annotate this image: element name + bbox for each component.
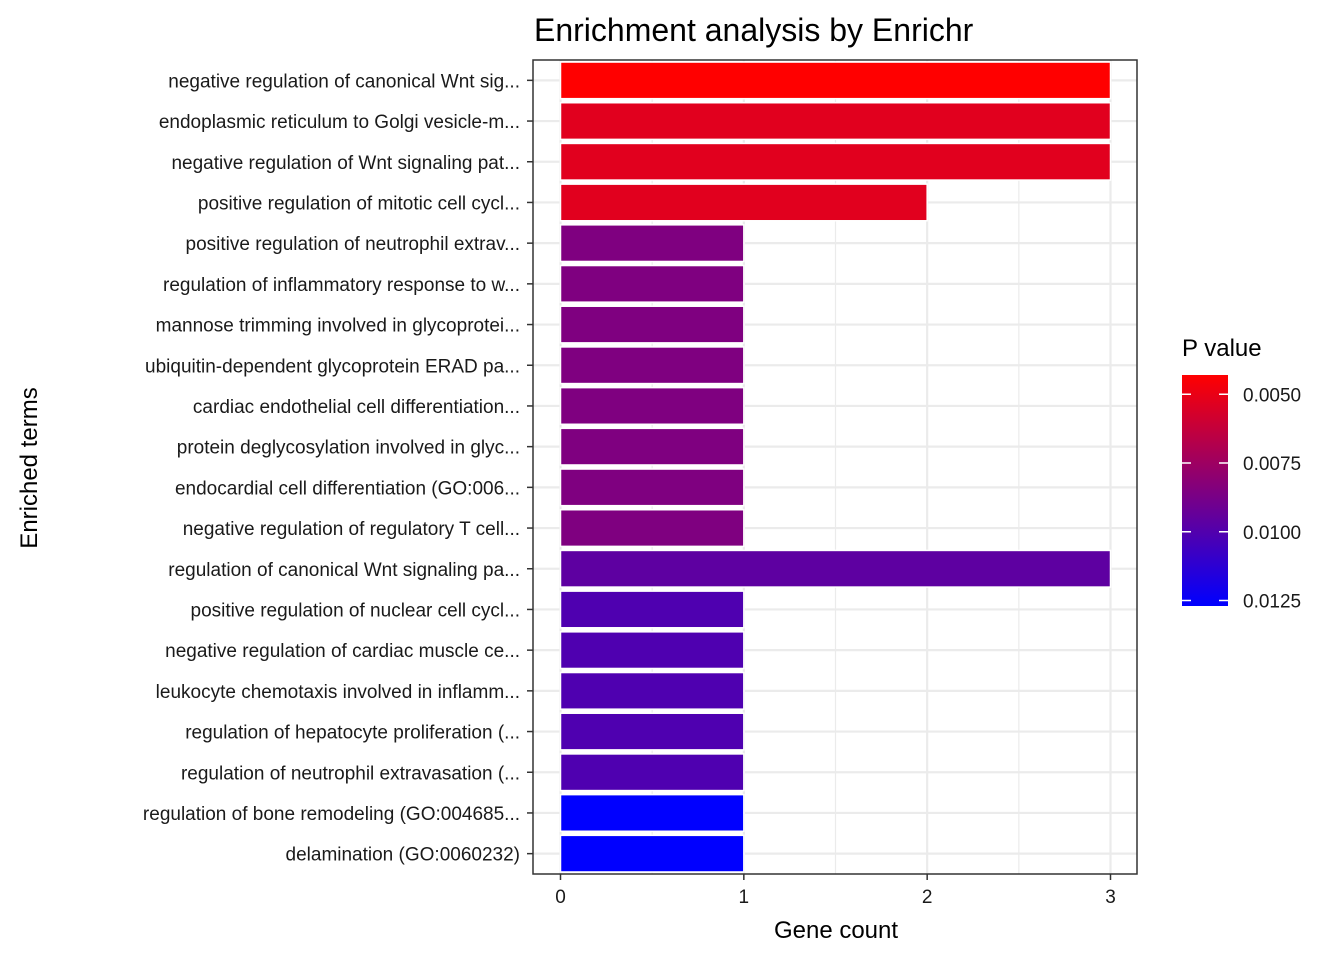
bar-5 [559, 224, 745, 263]
y-tick-label: negative regulation of cardiac muscle ce… [165, 641, 520, 662]
y-tick-label: positive regulation of nuclear cell cycl… [191, 600, 521, 621]
bar-12 [559, 508, 745, 548]
bar-2 [559, 101, 1112, 141]
bar-18 [559, 753, 745, 792]
y-tick-label: regulation of hepatocyte proliferation (… [185, 723, 520, 744]
legend-colorbar [1182, 375, 1228, 606]
y-tick-label: ubiquitin-dependent glycoprotein ERAD pa… [145, 356, 520, 377]
bar-4 [559, 183, 928, 222]
bar-3 [559, 142, 1112, 181]
bar-6 [559, 264, 745, 303]
bar-1 [559, 61, 1112, 100]
x-tick-label: 1 [739, 887, 750, 908]
bar-8 [559, 346, 745, 385]
bar-15 [559, 631, 745, 670]
bar-10 [559, 427, 745, 466]
y-tick-label: regulation of neutrophil extravasation (… [181, 763, 520, 784]
y-tick-label: negative regulation of canonical Wnt sig… [168, 71, 520, 92]
legend-tick-label: 0.0125 [1243, 592, 1301, 613]
plot-panel: negative regulation of canonical Wnt sig… [143, 59, 1138, 908]
y-tick-label: positive regulation of mitotic cell cycl… [198, 193, 520, 214]
y-tick-label: mannose trimming involved in glycoprotei… [156, 316, 520, 337]
y-tick-label: positive regulation of neutrophil extrav… [186, 234, 520, 255]
legend-title: P value [1182, 335, 1262, 362]
bar-13 [559, 549, 1112, 588]
x-tick-label: 0 [555, 887, 566, 908]
pvalue-legend: P value 0.0050 0.0075 0.0100 0.0125 [1182, 335, 1301, 613]
y-tick-label: endocardial cell differentiation (GO:006… [175, 478, 520, 499]
panel-border [532, 59, 1138, 875]
y-tick-label: endoplasmic reticulum to Golgi vesicle-m… [159, 112, 520, 133]
bar-9 [559, 386, 745, 426]
y-tick-label: negative regulation of regulatory T cell… [183, 519, 520, 540]
bar-11 [559, 468, 745, 507]
y-tick-label: delamination (GO:0060232) [286, 845, 520, 866]
legend-ticks: 0.0050 0.0075 0.0100 0.0125 [1182, 385, 1301, 613]
y-tick-label: regulation of inflammatory response to w… [163, 275, 520, 296]
bar-7 [559, 305, 745, 344]
legend-tick-label: 0.0100 [1243, 523, 1301, 544]
y-tick-label: leukocyte chemotaxis involved in inflamm… [156, 682, 520, 703]
legend-tick-label: 0.0075 [1243, 454, 1301, 475]
y-tick-label: regulation of bone remodeling (GO:004685… [143, 804, 520, 825]
x-axis-title: Gene count [774, 917, 898, 944]
y-tick-label: regulation of canonical Wnt signaling pa… [168, 560, 520, 581]
y-tick-label: cardiac endothelial cell differentiation… [193, 397, 520, 418]
bar-16 [559, 671, 745, 710]
bar-14 [559, 590, 745, 629]
bar-20 [559, 834, 745, 873]
y-tick-label: negative regulation of Wnt signaling pat… [171, 153, 520, 174]
y-tick-label: protein deglycosylation involved in glyc… [177, 438, 520, 459]
x-tick-label: 2 [922, 887, 933, 908]
y-axis-title: Enriched terms [16, 387, 43, 548]
bar-19 [559, 793, 745, 833]
chart-title: Enrichment analysis by Enrichr [534, 12, 974, 48]
x-tick-label: 3 [1105, 887, 1116, 908]
legend-tick-label: 0.0050 [1243, 385, 1301, 406]
bar-17 [559, 712, 745, 751]
